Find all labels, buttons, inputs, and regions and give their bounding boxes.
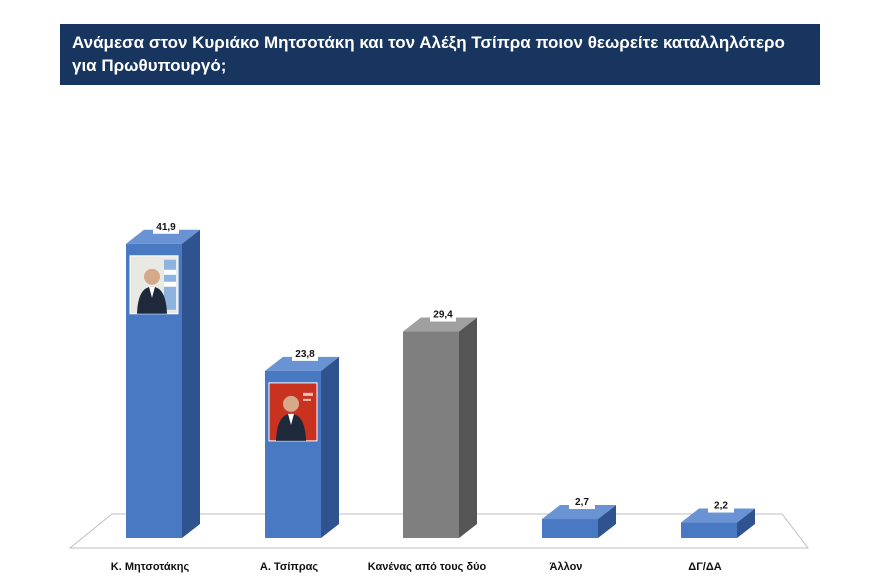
value-label: 23,8 <box>295 349 315 360</box>
bar-top <box>403 317 477 332</box>
bar-side <box>321 356 339 538</box>
bar-side <box>598 505 616 538</box>
category-label: Α. Τσίπρας <box>260 561 319 573</box>
bar-top <box>542 505 616 520</box>
value-label: 29,4 <box>433 310 453 321</box>
bar-2 <box>265 356 339 538</box>
bar-front <box>403 331 459 538</box>
value-label: 2,7 <box>575 497 589 508</box>
bar-5 <box>681 508 755 538</box>
value-label-box <box>292 345 318 361</box>
bar-front <box>542 519 598 538</box>
bar-side <box>182 229 200 538</box>
category-label: Κ. Μητσοτάκης <box>111 561 190 573</box>
bar-4 <box>542 505 616 538</box>
category-label: Άλλον <box>550 561 583 573</box>
bar-3 <box>403 317 477 538</box>
bar-side <box>737 508 755 538</box>
bar-side <box>459 317 477 538</box>
value-label-box <box>430 306 456 322</box>
bar-top <box>265 356 339 371</box>
chart-title: Ανάμεσα στον Κυριάκο Μητσοτάκη και τον Α… <box>72 33 785 75</box>
bars-group <box>126 229 755 538</box>
portrait-mitsotakis <box>129 255 179 315</box>
chart-title-bar: Ανάμεσα στον Κυριάκο Μητσοτάκη και τον Α… <box>60 24 820 85</box>
labels-group: 41,9 Κ. Μητσοτάκης 23,8 Α. Τσίπρας 29,4 Κανέν… <box>111 218 734 573</box>
bar-top <box>126 229 200 244</box>
value-label: 2,2 <box>714 501 728 512</box>
category-label: ΔΓ/ΔΑ <box>688 561 721 573</box>
bar-front <box>681 522 737 538</box>
bar-1 <box>126 229 200 538</box>
value-label: 41,9 <box>156 222 176 233</box>
value-label-box <box>569 494 595 510</box>
portrait-tsipras <box>268 382 318 442</box>
value-label-box <box>153 218 179 234</box>
bar-top <box>681 508 755 523</box>
value-label-box <box>708 497 734 513</box>
category-label: Κανένας από τους δύο <box>368 561 487 573</box>
